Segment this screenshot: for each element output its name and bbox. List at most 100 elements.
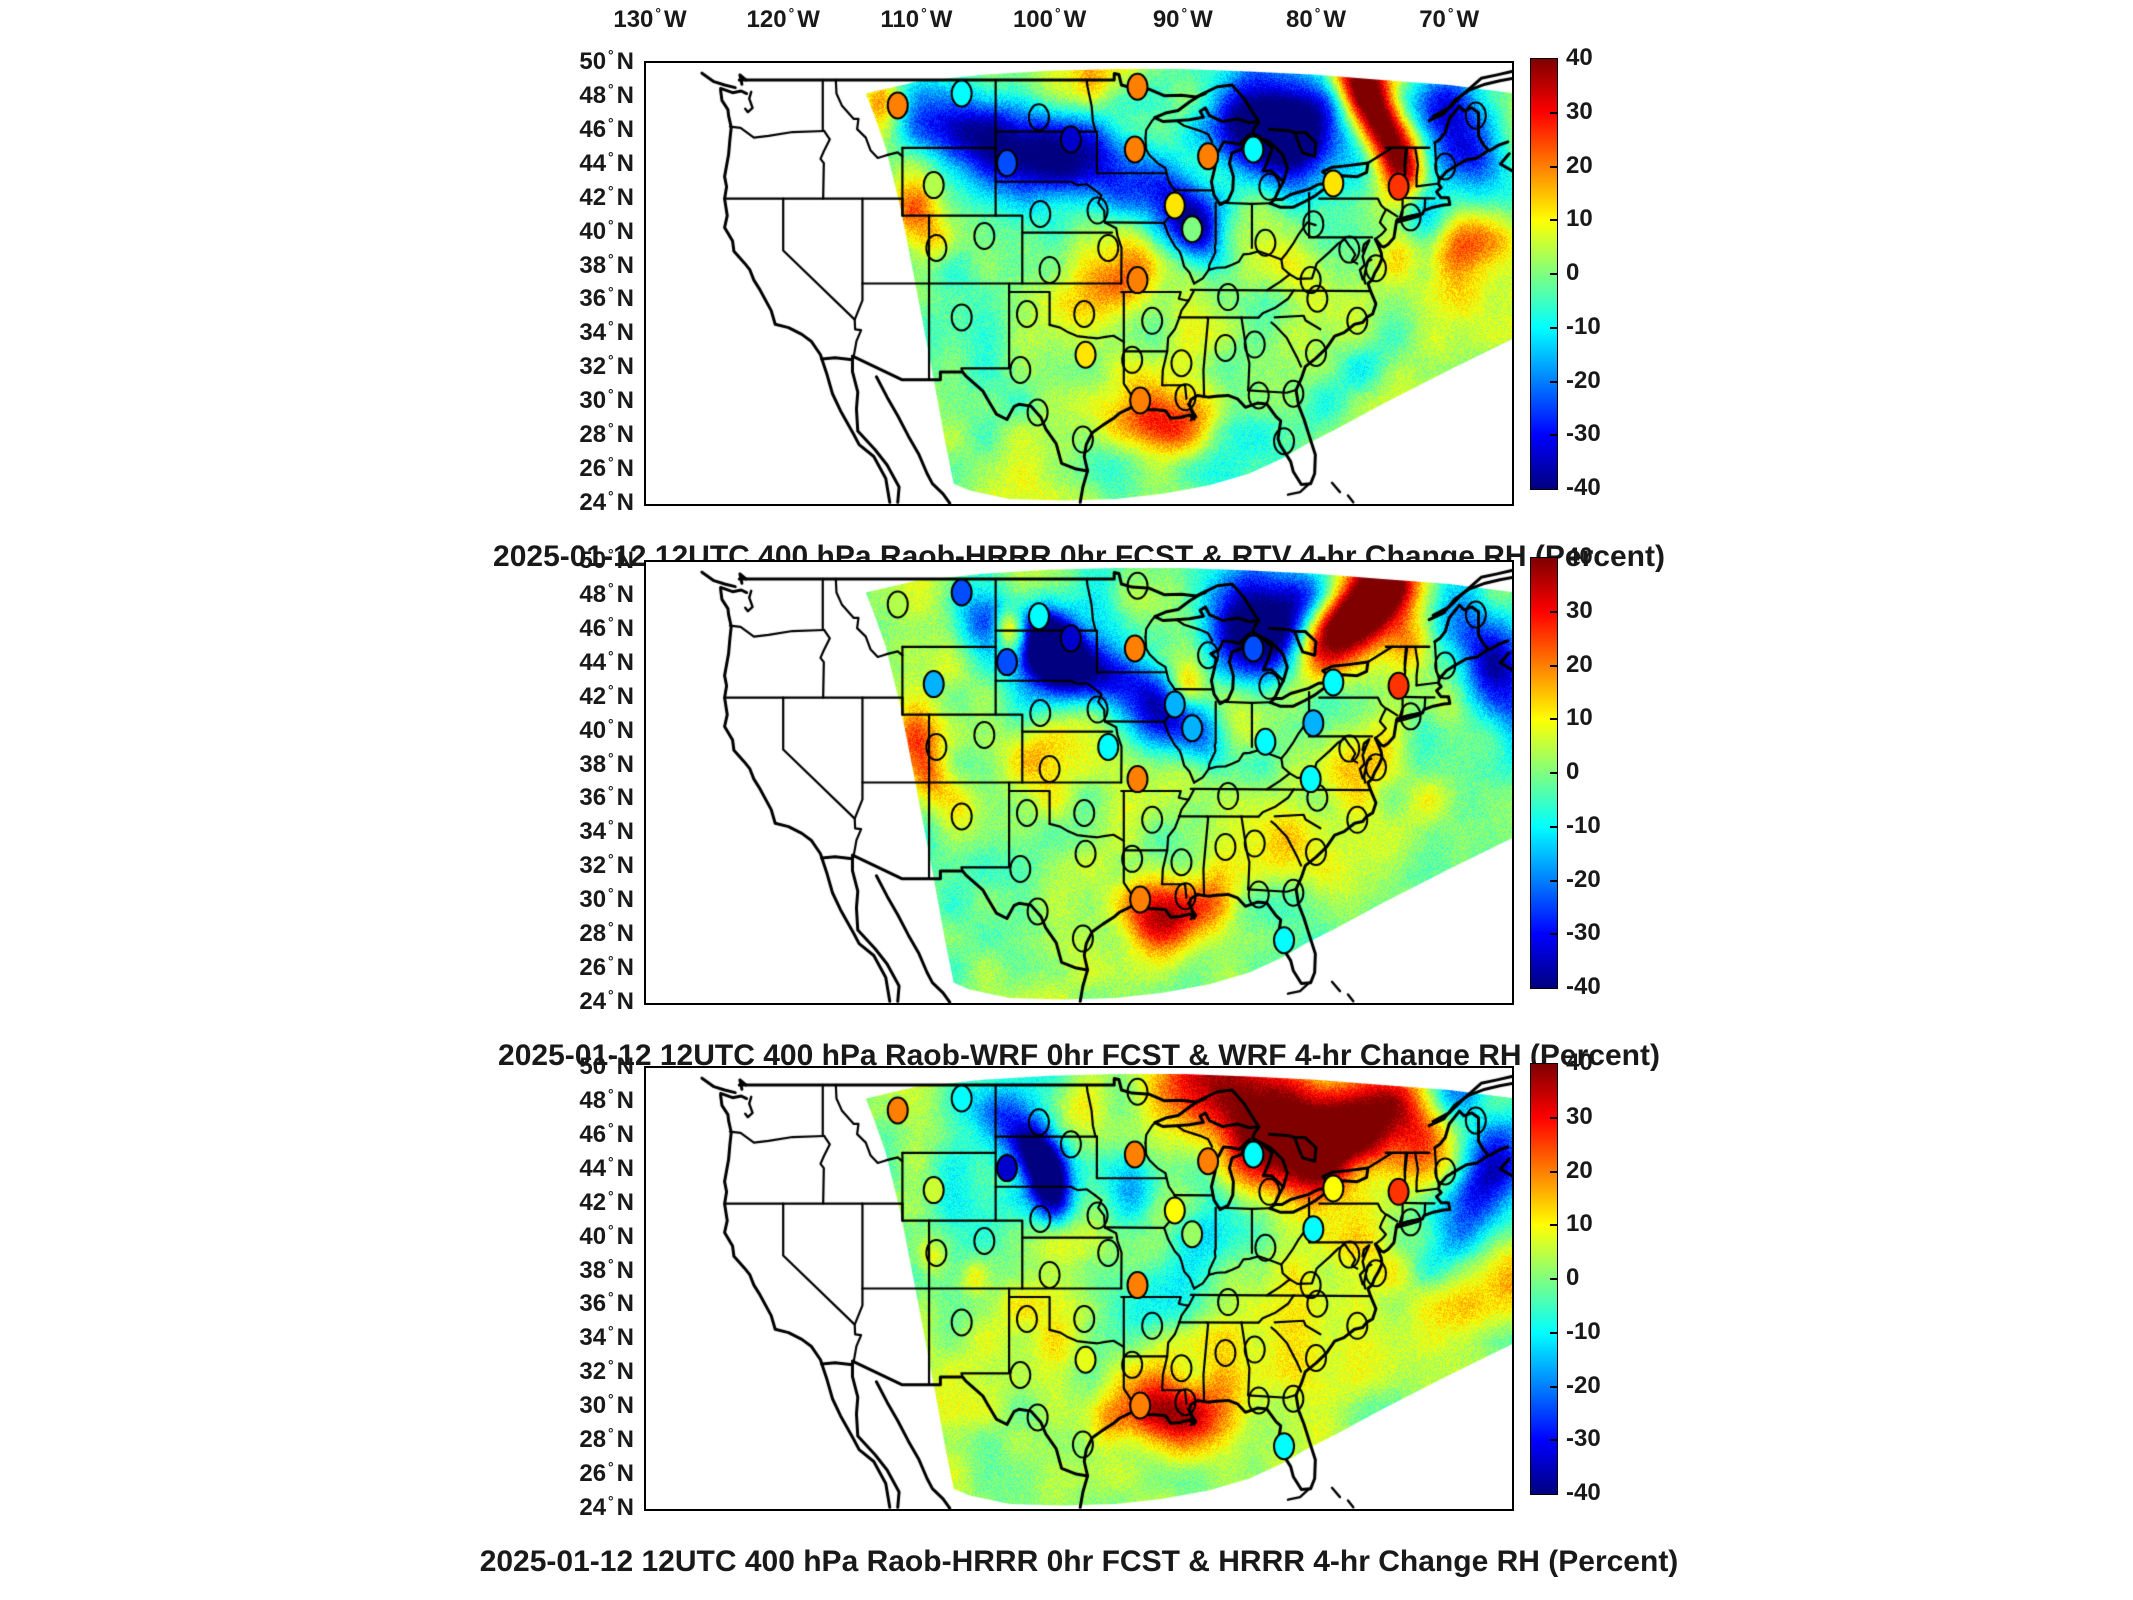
colorbar-tick bbox=[1550, 1224, 1557, 1227]
colorbar-tick-label: 30 bbox=[1566, 1102, 1593, 1130]
colorbar-tick bbox=[1550, 664, 1557, 667]
colorbar-tick bbox=[1550, 219, 1557, 222]
colorbar-tick bbox=[1550, 434, 1557, 437]
colorbar-tick-label: -30 bbox=[1566, 919, 1601, 947]
colorbar-tick-label: 0 bbox=[1566, 259, 1580, 286]
colorbar-tick bbox=[1550, 380, 1557, 383]
map-canvas-rtv bbox=[646, 63, 1512, 504]
lat-tick-label: 32 ° N bbox=[579, 851, 634, 880]
colorbar-tick-label: -40 bbox=[1566, 474, 1601, 501]
colorbar-tick-label: -10 bbox=[1566, 1317, 1601, 1345]
panel-raob-wrf bbox=[644, 560, 1514, 1005]
lat-tick-label: 24 ° N bbox=[579, 1493, 634, 1521]
colorbar-tick-label: -30 bbox=[1566, 1425, 1601, 1453]
colorbar-tick bbox=[1550, 111, 1557, 114]
colorbar-tick-label: -20 bbox=[1566, 366, 1601, 394]
colorbar-tick-label: 40 bbox=[1566, 1049, 1593, 1076]
lat-tick-label: 38 ° N bbox=[579, 250, 634, 279]
lat-tick-label: 28 ° N bbox=[579, 420, 634, 449]
colorbar-panel-2 bbox=[1530, 557, 1558, 989]
panel-raob-hrrr-hrrr bbox=[644, 1066, 1514, 1511]
lat-tick-label: 50 ° N bbox=[579, 1052, 634, 1080]
lon-tick-label: 120 ° W bbox=[746, 5, 820, 33]
colorbar-tick-label: 20 bbox=[1566, 1156, 1593, 1184]
lat-tick-label: 50 ° N bbox=[579, 47, 634, 75]
lat-tick-label: 44 ° N bbox=[579, 647, 634, 676]
colorbar-tick-label: 40 bbox=[1566, 44, 1593, 71]
lat-tick-label: 34 ° N bbox=[579, 1323, 634, 1352]
colorbar-tick-label: 0 bbox=[1566, 758, 1580, 785]
lat-tick-label: 46 ° N bbox=[579, 1119, 634, 1148]
lat-tick-label: 24 ° N bbox=[579, 488, 634, 516]
colorbar-tick bbox=[1550, 879, 1557, 882]
lon-tick-label: 90 ° W bbox=[1152, 5, 1213, 33]
lat-tick-label: 28 ° N bbox=[579, 919, 634, 948]
colorbar-panel-3 bbox=[1530, 1063, 1558, 1495]
colorbar-tick bbox=[1550, 825, 1557, 828]
colorbar-panel-1 bbox=[1530, 58, 1558, 490]
lat-tick-label: 28 ° N bbox=[579, 1425, 634, 1454]
lat-tick-label: 40 ° N bbox=[579, 715, 634, 744]
lat-tick-label: 44 ° N bbox=[579, 148, 634, 177]
colorbar-tick-label: 10 bbox=[1566, 1210, 1593, 1238]
colorbar-tick bbox=[1550, 165, 1557, 168]
lat-tick-label: 50 ° N bbox=[579, 546, 634, 574]
colorbar-tick-label: -10 bbox=[1566, 811, 1601, 839]
lat-tick-label: 26 ° N bbox=[579, 454, 634, 483]
colorbar-tick bbox=[1550, 1278, 1557, 1280]
lat-tick-label: 32 ° N bbox=[579, 352, 634, 381]
colorbar-tick-label: -40 bbox=[1566, 973, 1601, 1000]
lat-tick-label: 32 ° N bbox=[579, 1357, 634, 1386]
lat-tick-label: 42 ° N bbox=[579, 681, 634, 710]
colorbar-tick-label: 30 bbox=[1566, 596, 1593, 624]
lat-tick-label: 36 ° N bbox=[579, 783, 634, 812]
colorbar-tick-label: 20 bbox=[1566, 650, 1593, 678]
map-canvas-wrf bbox=[646, 562, 1512, 1003]
colorbar-tick bbox=[1550, 772, 1557, 774]
colorbar-tick bbox=[1550, 933, 1557, 936]
lat-tick-label: 48 ° N bbox=[579, 1085, 634, 1114]
colorbar-tick bbox=[1550, 326, 1557, 329]
colorbar-tick-label: 30 bbox=[1566, 97, 1593, 125]
colorbar-tick-label: -20 bbox=[1566, 1371, 1601, 1399]
lat-tick-label: 36 ° N bbox=[579, 284, 634, 313]
colorbar-tick bbox=[1550, 273, 1557, 275]
panel-raob-hrrr-rtv bbox=[644, 61, 1514, 506]
lat-tick-label: 26 ° N bbox=[579, 953, 634, 982]
lat-tick-label: 38 ° N bbox=[579, 749, 634, 778]
lon-tick-label: 110 ° W bbox=[880, 5, 953, 33]
lat-tick-label: 40 ° N bbox=[579, 1221, 634, 1250]
lat-tick-label: 36 ° N bbox=[579, 1289, 634, 1318]
lat-tick-label: 48 ° N bbox=[579, 80, 634, 109]
lat-tick-label: 42 ° N bbox=[579, 1187, 634, 1216]
lat-tick-label: 30 ° N bbox=[579, 885, 634, 914]
colorbar-tick-label: -20 bbox=[1566, 865, 1601, 893]
colorbar-tick bbox=[1550, 718, 1557, 721]
panel-title-3: 2025-01-12 12UTC 400 hPa Raob-HRRR 0hr F… bbox=[479, 1544, 1679, 1578]
colorbar-tick-label: 20 bbox=[1566, 151, 1593, 179]
lat-tick-label: 46 ° N bbox=[579, 613, 634, 642]
colorbar-tick-label: 10 bbox=[1566, 205, 1593, 233]
colorbar-tick-label: 10 bbox=[1566, 704, 1593, 732]
lat-tick-label: 44 ° N bbox=[579, 1153, 634, 1182]
colorbar-tick bbox=[1550, 1439, 1557, 1442]
lat-tick-label: 38 ° N bbox=[579, 1255, 634, 1284]
colorbar-tick-label: -10 bbox=[1566, 312, 1601, 340]
lat-tick-label: 24 ° N bbox=[579, 987, 634, 1015]
lat-tick-label: 46 ° N bbox=[579, 114, 634, 143]
lat-tick-label: 42 ° N bbox=[579, 182, 634, 211]
lon-tick-label: 70 ° W bbox=[1419, 5, 1480, 33]
colorbar-tick-label: -40 bbox=[1566, 1479, 1601, 1506]
colorbar-tick bbox=[1550, 1385, 1557, 1388]
lat-tick-label: 26 ° N bbox=[579, 1459, 634, 1488]
lon-tick-label: 80 ° W bbox=[1286, 5, 1346, 33]
colorbar-tick-label: -30 bbox=[1566, 420, 1601, 448]
lat-tick-label: 40 ° N bbox=[579, 216, 634, 245]
lat-tick-label: 30 ° N bbox=[579, 1391, 634, 1420]
lat-tick-label: 34 ° N bbox=[579, 817, 634, 846]
colorbar-tick-label: 40 bbox=[1566, 543, 1593, 570]
lat-tick-label: 30 ° N bbox=[579, 386, 634, 415]
colorbar-tick bbox=[1550, 610, 1557, 613]
lon-tick-label: 100 ° W bbox=[1012, 5, 1087, 33]
